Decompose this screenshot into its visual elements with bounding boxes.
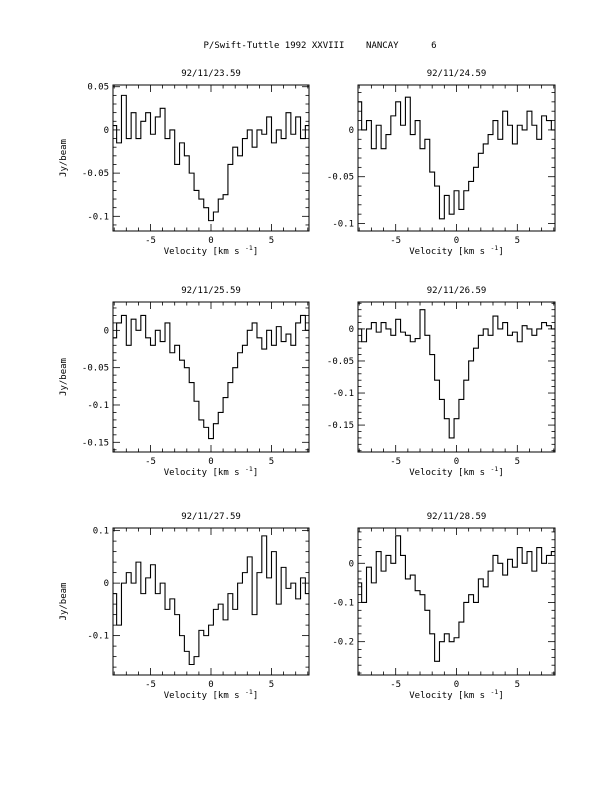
spectrum-line — [358, 535, 555, 662]
x-tick-label: 0 — [208, 236, 213, 246]
plot-frame — [357, 84, 556, 232]
spectrum-panel: -5 0 5 0 -0.05 -0.1 -0.15 92/11/25.59 Velocity [… — [59, 286, 310, 478]
plot-frame — [112, 84, 310, 232]
x-axis-label-end: ] — [498, 691, 503, 701]
x-axis-label-end: ] — [253, 468, 258, 478]
x-tick-label: -5 — [390, 457, 401, 467]
x-tick-label: -5 — [390, 236, 401, 246]
x-axis-label-sup: -1 — [491, 244, 499, 252]
x-tick-label: -5 — [145, 236, 156, 246]
x-tick-label: 0 — [454, 680, 459, 690]
y-tick-label: -0.1 — [332, 598, 354, 608]
panel-title: 92/11/26.59 — [427, 286, 487, 296]
x-tick-label: 5 — [269, 457, 274, 467]
y-tick-label: -0.05 — [82, 169, 109, 179]
x-axis-label-sup: -1 — [245, 465, 253, 473]
spectrum-line — [113, 314, 309, 440]
x-axis-label: Velocity [km s -1] — [409, 688, 504, 701]
y-tick-label: -0.1 — [87, 212, 109, 222]
x-axis-label-main: Velocity [km s — [164, 691, 245, 701]
y-tick-label: -0.15 — [82, 438, 109, 448]
x-tick-label: 5 — [269, 236, 274, 246]
x-axis-label-main: Velocity [km s — [409, 468, 490, 478]
y-tick-label: -0.2 — [332, 638, 354, 648]
x-axis-label-main: Velocity [km s — [409, 247, 490, 257]
y-tick-label: -0.15 — [327, 421, 354, 431]
y-tick-label: 0 — [104, 326, 109, 336]
x-axis-label-end: ] — [253, 691, 258, 701]
y-tick-label: -0.1 — [332, 220, 354, 230]
x-tick-label: 5 — [515, 457, 520, 467]
x-axis-label-sup: -1 — [245, 688, 253, 696]
x-axis-label-sup: -1 — [491, 688, 499, 696]
x-tick-label: 0 — [208, 680, 213, 690]
x-axis-label: Velocity [km s -1] — [409, 465, 504, 478]
y-tick-label: 0 — [104, 579, 109, 589]
x-tick-label: 5 — [515, 680, 520, 690]
spectrum-panel: -5 0 5 0 -0.1 -0.2 92/11/28.59 Velocity [km s -… — [332, 512, 556, 701]
x-tick-label: -5 — [145, 680, 156, 690]
x-axis-label-end: ] — [498, 247, 503, 257]
x-tick-label: 5 — [269, 680, 274, 690]
spectrum-panel: -5 0 5 0.1 0 -0.1 92/11/27.59 Velocity [km s -1… — [59, 512, 310, 701]
x-axis-label-main: Velocity [km s — [409, 691, 490, 701]
panel-title: 92/11/25.59 — [181, 286, 241, 296]
x-axis-label-sup: -1 — [245, 244, 253, 252]
x-tick-label: -5 — [145, 457, 156, 467]
y-tick-label: -0.1 — [332, 389, 354, 399]
x-axis-label-sup: -1 — [491, 465, 499, 473]
y-axis-label: Jy/beam — [59, 358, 69, 396]
plot-frame — [357, 301, 556, 453]
panel-title: 92/11/27.59 — [181, 512, 241, 522]
figure-header: P/Swift-Tuttle 1992 XXVIII NANCAY 6 — [204, 41, 437, 51]
y-axis-label: Jy/beam — [59, 139, 69, 177]
x-tick-label: 0 — [454, 457, 459, 467]
x-axis-label-end: ] — [253, 247, 258, 257]
spectrum-line — [113, 94, 309, 222]
plot-frame — [112, 301, 310, 453]
x-axis-label: Velocity [km s -1] — [164, 688, 259, 701]
y-tick-label: 0 — [349, 559, 354, 569]
x-axis-label-end: ] — [498, 468, 503, 478]
panel-title: 92/11/28.59 — [427, 512, 487, 522]
y-axis-label: Jy/beam — [59, 583, 69, 621]
spectrum-panel: -5 0 5 0.05 0 -0.05 -0.1 92/11/23.59 Velocity [k… — [59, 69, 310, 257]
x-axis-label: Velocity [km s -1] — [409, 244, 504, 257]
y-tick-label: 0 — [104, 126, 109, 136]
plot-frame — [112, 527, 310, 676]
y-tick-label: -0.05 — [327, 357, 354, 367]
panels: -5 0 5 0.05 0 -0.05 -0.1 92/11/23.59 Velocity [k… — [59, 69, 556, 701]
x-axis-label: Velocity [km s -1] — [164, 244, 259, 257]
y-tick-label: -0.1 — [87, 632, 109, 642]
x-tick-label: 0 — [208, 457, 213, 467]
x-tick-label: -5 — [390, 680, 401, 690]
x-axis-label-main: Velocity [km s — [164, 468, 245, 478]
y-tick-label: 0 — [349, 126, 354, 136]
panel-title: 92/11/24.59 — [427, 69, 487, 79]
x-axis-label-main: Velocity [km s — [164, 247, 245, 257]
spectrum-line — [113, 535, 309, 666]
spectrum-panel: -5 0 5 0 -0.05 -0.1 -0.15 92/11/26.59 Velocity [… — [327, 286, 556, 478]
y-tick-label: 0.05 — [87, 83, 109, 93]
spectrum-panel: -5 0 5 0 -0.05 -0.1 92/11/24.59 Velocity [km s … — [327, 69, 556, 257]
y-tick-label: -0.05 — [327, 173, 354, 183]
spectrum-line — [358, 96, 555, 220]
x-tick-label: 5 — [515, 236, 520, 246]
x-axis-label: Velocity [km s -1] — [164, 465, 259, 478]
spectrum-line — [358, 309, 555, 439]
y-tick-label: 0.1 — [93, 527, 109, 537]
y-tick-label: -0.1 — [87, 401, 109, 411]
x-tick-label: 0 — [454, 236, 459, 246]
plot-frame — [357, 527, 556, 676]
panel-title: 92/11/23.59 — [181, 69, 241, 79]
y-tick-label: -0.05 — [82, 364, 109, 374]
y-tick-label: 0 — [349, 325, 354, 335]
